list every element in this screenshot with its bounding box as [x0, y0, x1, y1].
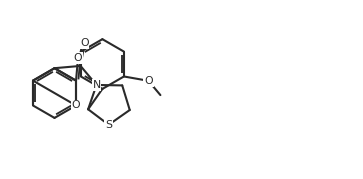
Text: N: N — [92, 80, 101, 90]
Text: O: O — [80, 38, 89, 48]
Text: O: O — [72, 100, 80, 110]
Text: S: S — [105, 120, 112, 130]
Text: O: O — [74, 53, 82, 63]
Text: O: O — [144, 76, 153, 86]
